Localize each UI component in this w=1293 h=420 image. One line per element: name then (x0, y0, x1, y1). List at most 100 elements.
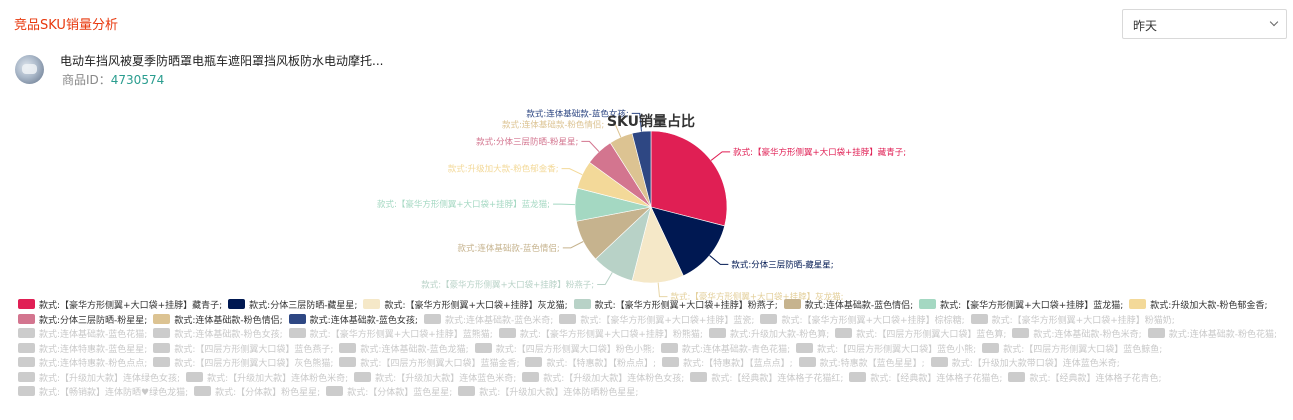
legend-label-11: 款式:【豪华方形侧翼+大口袋+挂脖】蓝瓷; (580, 315, 755, 326)
legend-item-39[interactable]: 款式:【升级加大款】连体粉色女孩; (522, 371, 684, 387)
legend-label-6: 款式:升级加大款-粉色郁金香; (1150, 301, 1268, 311)
legend-swatch-15 (153, 328, 171, 338)
legend-swatch-5 (919, 299, 937, 309)
legend-item-23[interactable]: 款式:【四层方形侧翼大口袋】蓝色燕子; (153, 342, 334, 358)
pie-slice-0[interactable] (650, 130, 728, 227)
pie-leader-3 (597, 272, 613, 285)
legend-item-38[interactable]: 款式:【升级加大款】连体蓝色米奇; (354, 371, 516, 387)
legend-swatch-25 (474, 342, 492, 353)
pie-leader-6 (561, 168, 583, 176)
legend-label-40: 款式:【经典款】连体格子花猫红; (711, 373, 844, 384)
legend-swatch-7 (18, 313, 35, 324)
legend-item-3[interactable]: 款式:【豪华方形侧翼+大口袋+挂脖】粉燕子; (573, 299, 778, 314)
legend-item-18[interactable]: 款式:升级加大款-粉色算; (708, 328, 830, 343)
legend-swatch-6 (1129, 299, 1147, 309)
legend-label-28: 款式:【四层方形侧翼大口袋】蓝色鲸鱼; (1003, 344, 1163, 355)
legend-label-22: 款式:连体特惠款-蓝色星星; (39, 344, 148, 355)
legend-label-18: 款式:升级加大款-粉色算; (729, 330, 830, 340)
legend-item-29[interactable]: 款式:连体特惠款-粉色点点; (18, 357, 147, 372)
pie-leader-0 (710, 151, 731, 161)
legend-item-41[interactable]: 款式:【经典款】连体格子花猫色; (849, 371, 1002, 387)
pie-slice-9[interactable] (631, 130, 652, 208)
pie-label-9: 款式:连体基础款-蓝色女孩; (526, 108, 628, 119)
legend-item-44[interactable]: 款式:【分体款】粉色星星; (194, 386, 320, 401)
legend-label-4: 款式:连体基础款-蓝色情侣; (804, 301, 914, 311)
page-title: 竞品SKU销量分析 (14, 18, 118, 33)
legend-item-14[interactable]: 款式:连体基础款-蓝色花猫; (18, 328, 147, 343)
legend-item-13[interactable]: 款式:【豪华方形侧翼+大口袋+挂脖】粉猫奶; (970, 313, 1175, 329)
legend-label-34: 款式:特惠款【蓝色星星】; (819, 359, 925, 369)
legend-item-12[interactable]: 款式:【豪华方形侧翼+大口袋+挂脖】棕棕糖; (760, 313, 965, 329)
legend-label-14: 款式:连体基础款-蓝色花猫; (39, 330, 148, 340)
legend-item-17[interactable]: 款式:【豪华方形侧翼+大口袋+挂脖】粉熊猫; (498, 328, 703, 343)
legend-swatch-37 (186, 371, 204, 382)
legend-item-45[interactable]: 款式:【分体款】蓝色星星; (326, 386, 452, 401)
legend-swatch-3 (573, 299, 591, 309)
legend-item-27[interactable]: 款式:【四层方形侧翼大口袋】蓝色小熊; (796, 342, 976, 358)
legend-item-40[interactable]: 款式:【经典款】连体格子花猫红; (690, 371, 844, 387)
legend-label-44: 款式:【分体款】粉色星星; (215, 388, 321, 398)
legend-swatch-18 (708, 328, 726, 338)
legend-item-34[interactable]: 款式:特惠款【蓝色星星】; (798, 357, 925, 372)
legend-item-6[interactable]: 款式:升级加大款-粉色郁金香; (1129, 299, 1268, 314)
legend-item-32[interactable]: 款式:【特惠款】【粉点点】; (525, 357, 656, 372)
legend-swatch-42 (1008, 371, 1026, 382)
legend-item-35[interactable]: 款式:【升级加大款带口袋】连体蓝色米奇; (930, 357, 1120, 372)
legend-item-2[interactable]: 款式:【豪华方形侧翼+大口袋+挂脖】灰龙猫; (363, 299, 568, 314)
legend-item-11[interactable]: 款式:【豪华方形侧翼+大口袋+挂脖】蓝瓷; (559, 313, 755, 329)
legend-item-15[interactable]: 款式:连体基础款-粉色女孩; (153, 328, 283, 343)
date-select[interactable]: 昨天 (1122, 9, 1287, 39)
product-thumbnail[interactable] (15, 55, 44, 84)
legend-item-46[interactable]: 款式:【升级加大款】连体防晒粉色星星; (458, 386, 638, 401)
legend-item-36[interactable]: 款式:【升级加大款】连体绿色女孩; (18, 371, 180, 387)
sku-pie-chart: 款式:【豪华方形侧翼+大口袋+挂脖】藏青子; 款式:分体三层防晒-藏星星; 款式:【… (377, 108, 906, 300)
legend-swatch-46 (458, 386, 476, 396)
legend-swatch-29 (18, 357, 35, 367)
product-id-value: 4730574 (110, 73, 165, 87)
pie-leader-7 (581, 140, 600, 152)
legend-item-26[interactable]: 款式:连体基础款-青色花猫; (660, 342, 790, 358)
legend-swatch-10 (423, 313, 441, 324)
product-id: 商品ID：4730574 (62, 71, 164, 88)
legend-item-25[interactable]: 款式:【四层方形侧翼大口袋】粉色小熊; (474, 342, 655, 358)
legend-item-33[interactable]: 款式:【特惠款】【蓝点点】; (662, 357, 793, 372)
legend-item-10[interactable]: 款式:连体基础款-蓝色米奇; (423, 313, 554, 329)
legend-item-31[interactable]: 款式:【四层方形侧翼大口袋】蓝猫金香; (339, 357, 519, 372)
legend-label-23: 款式:【四层方形侧翼大口袋】蓝色燕子; (174, 344, 334, 355)
legend-item-16[interactable]: 款式:【豪华方形侧翼+大口袋+挂脖】蓝熊猫; (288, 328, 493, 343)
legend-label-24: 款式:连体基础款-蓝色龙猫; (360, 344, 469, 355)
legend-item-7[interactable]: 款式:分体三层防晒-粉星星; (18, 313, 147, 329)
legend-item-1[interactable]: 款式:分体三层防晒-藏星星; (228, 299, 357, 314)
legend-label-1: 款式:分体三层防晒-藏星星; (249, 301, 358, 311)
legend-item-19[interactable]: 款式:【四层方形侧翼大口袋】蓝色算; (835, 328, 1006, 343)
legend-item-9[interactable]: 款式:连体基础款-蓝色女孩; (288, 313, 418, 329)
legend-label-2: 款式:【豪华方形侧翼+大口袋+挂脖】灰龙猫; (384, 301, 568, 311)
legend-item-21[interactable]: 款式:连体基础款-粉色花猫; (1147, 328, 1278, 343)
pie-slice-1[interactable] (650, 206, 725, 277)
legend-label-12: 款式:【豪华方形侧翼+大口袋+挂脖】棕棕糖; (781, 315, 965, 326)
legend-item-20[interactable]: 款式:连体基础款-粉色米奇; (1012, 328, 1142, 343)
legend-item-8[interactable]: 款式:连体基础款-粉色情侣; (153, 313, 283, 329)
legend-item-42[interactable]: 款式:【经典款】连体格子花青色; (1008, 371, 1162, 387)
pie-label-7: 款式:分体三层防晒-粉星星; (476, 136, 578, 147)
legend-item-24[interactable]: 款式:连体基础款-蓝色龙猫; (339, 342, 469, 358)
legend-label-10: 款式:连体基础款-蓝色米奇; (444, 315, 554, 326)
pie-label-1: 款式:分体三层防晒-藏星星; (731, 259, 833, 270)
product-name[interactable]: 电动车挡风被夏季防晒罩电瓶车遮阳罩挡风板防水电动摩托... (60, 54, 384, 68)
legend-item-30[interactable]: 款式:【四层方形侧翼大口袋】灰色熊猫; (153, 357, 333, 372)
legend-swatch-38 (354, 371, 372, 382)
legend-item-37[interactable]: 款式:【升级加大款】连体粉色米奇; (186, 371, 348, 387)
legend-label-25: 款式:【四层方形侧翼大口袋】粉色小熊; (495, 344, 655, 355)
legend-swatch-4 (783, 299, 801, 309)
legend-item-4[interactable]: 款式:连体基础款-蓝色情侣; (783, 299, 914, 314)
legend-item-43[interactable]: 款式:【畅销款】连体防晒♥绿色龙猫; (18, 386, 188, 401)
pie-leader-4 (562, 241, 584, 249)
legend-item-28[interactable]: 款式:【四层方形侧翼大口袋】蓝色鲸鱼; (982, 342, 1163, 358)
legend-swatch-26 (660, 342, 678, 353)
pie-label-2: 款式:【豪华方形侧翼+大口袋+挂脖】灰龙猫; (670, 292, 843, 300)
legend-item-5[interactable]: 款式:【豪华方形侧翼+大口袋+挂脖】蓝龙猫; (919, 299, 1123, 314)
legend-item-0[interactable]: 款式:【豪华方形侧翼+大口袋+挂脖】藏青子; (18, 299, 222, 314)
legend-item-22[interactable]: 款式:连体特惠款-蓝色星星; (18, 342, 148, 358)
legend-label-46: 款式:【升级加大款】连体防晒粉色星星; (479, 388, 639, 398)
legend-label-21: 款式:连体基础款-粉色花猫; (1168, 330, 1278, 340)
